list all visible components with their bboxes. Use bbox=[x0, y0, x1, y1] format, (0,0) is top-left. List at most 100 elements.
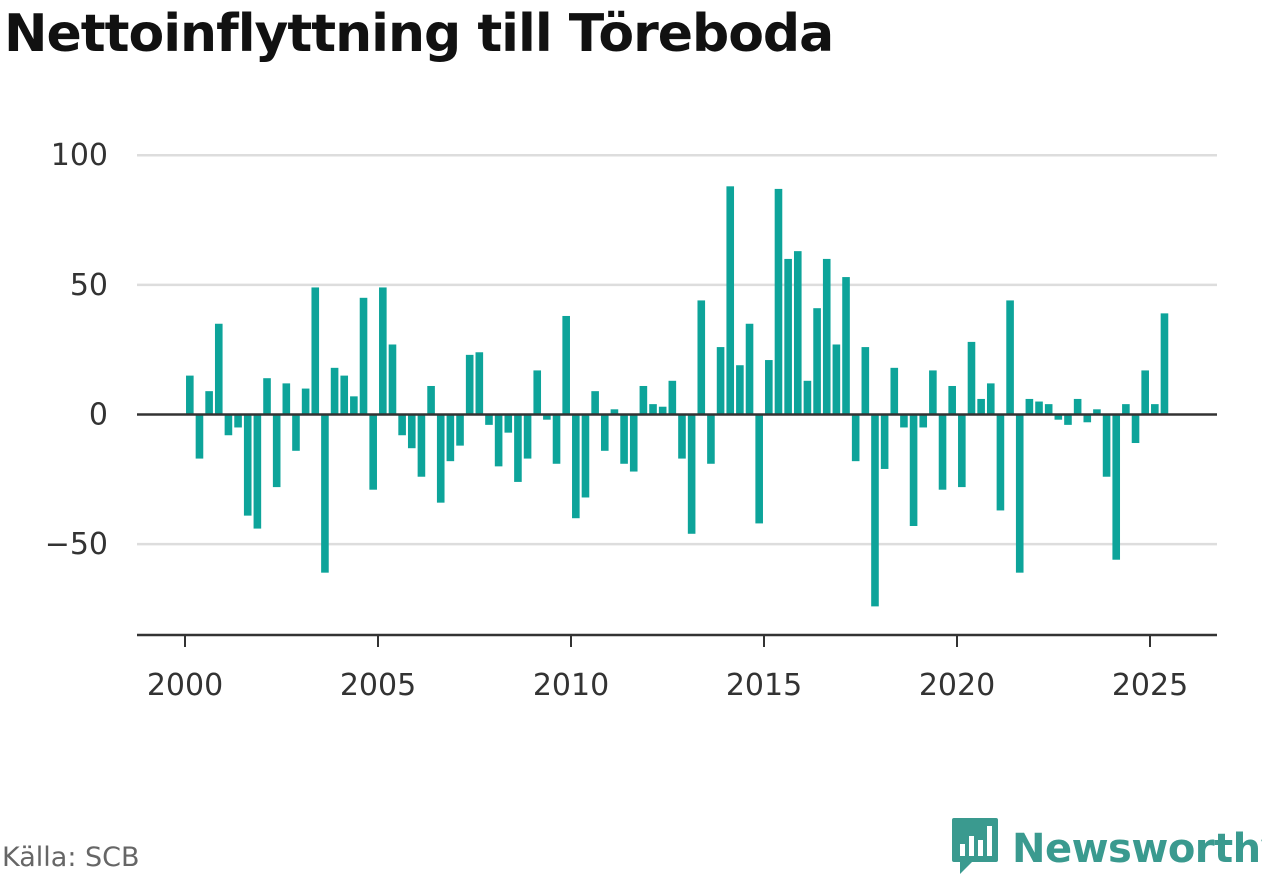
bar bbox=[1160, 313, 1169, 415]
bar bbox=[234, 414, 242, 428]
x-tick-labels: 2000 2005 2010 2015 2020 2025 bbox=[147, 668, 1188, 703]
bar bbox=[890, 367, 899, 415]
bar bbox=[774, 188, 783, 415]
bar bbox=[938, 414, 947, 490]
bar bbox=[523, 414, 532, 459]
bar bbox=[639, 385, 648, 415]
bar bbox=[1151, 404, 1159, 415]
bar bbox=[948, 385, 956, 415]
bar bbox=[929, 370, 937, 415]
bar bbox=[417, 414, 426, 477]
bar bbox=[803, 380, 812, 415]
brand-name: Newsworthy bbox=[1012, 826, 1262, 872]
bar bbox=[649, 404, 657, 415]
bar bbox=[986, 383, 995, 415]
bar bbox=[446, 414, 455, 462]
brand-logo: Newsworthy bbox=[950, 818, 1262, 880]
bar bbox=[243, 414, 252, 516]
bar bbox=[1112, 414, 1121, 560]
bar bbox=[736, 365, 744, 415]
grid-lines bbox=[137, 153, 1217, 546]
bar bbox=[562, 315, 570, 415]
bars bbox=[186, 186, 1169, 607]
bar bbox=[263, 378, 271, 415]
bar bbox=[407, 414, 416, 449]
x-tick-label: 2020 bbox=[919, 668, 995, 703]
bar bbox=[282, 383, 291, 415]
bar bbox=[552, 414, 561, 464]
bar bbox=[813, 308, 821, 415]
bar bbox=[504, 414, 513, 433]
bar bbox=[427, 385, 435, 415]
bar bbox=[678, 414, 686, 459]
bar bbox=[1006, 300, 1014, 415]
page-title: Nettoinflyttning till Töreboda bbox=[4, 4, 834, 64]
bar bbox=[572, 414, 580, 519]
bar bbox=[861, 347, 870, 415]
bar bbox=[224, 414, 233, 436]
bar bbox=[1131, 414, 1140, 444]
bar bbox=[900, 414, 908, 428]
bar bbox=[292, 414, 300, 451]
bar bbox=[581, 414, 590, 498]
bar bbox=[745, 323, 754, 415]
y-tick-labels: 100 50 0 −50 bbox=[45, 138, 108, 562]
bar bbox=[610, 409, 619, 415]
bar bbox=[668, 380, 677, 415]
bar bbox=[1083, 414, 1092, 423]
bar bbox=[755, 414, 763, 524]
bar bbox=[996, 414, 1005, 511]
bar bbox=[436, 414, 445, 503]
x-tick-label: 2005 bbox=[340, 668, 416, 703]
bar bbox=[977, 398, 985, 415]
bar bbox=[272, 414, 281, 488]
bar bbox=[851, 414, 860, 462]
bar bbox=[958, 414, 966, 488]
bar bbox=[687, 414, 696, 534]
bar bbox=[784, 258, 792, 415]
bar bbox=[465, 354, 474, 415]
axes bbox=[137, 413, 1217, 647]
bar bbox=[514, 414, 522, 482]
bar bbox=[379, 287, 387, 415]
bar bbox=[330, 367, 339, 415]
bar bbox=[919, 414, 928, 428]
x-tick-label: 2000 bbox=[147, 668, 223, 703]
bar bbox=[359, 297, 368, 415]
bar bbox=[350, 396, 358, 415]
bar bbox=[533, 370, 542, 415]
bar bbox=[726, 186, 735, 415]
bar bbox=[301, 388, 310, 415]
bar bbox=[822, 258, 831, 415]
bar bbox=[253, 414, 262, 529]
y-tick-label: 50 bbox=[70, 268, 108, 303]
y-tick-label: −50 bbox=[45, 527, 108, 562]
bar bbox=[543, 414, 551, 420]
bar bbox=[600, 414, 609, 451]
bar bbox=[369, 414, 377, 490]
bar bbox=[1141, 370, 1149, 415]
bar bbox=[707, 414, 715, 464]
bar bbox=[909, 414, 918, 526]
bar bbox=[186, 375, 194, 415]
bar bbox=[716, 347, 725, 415]
bar bbox=[871, 414, 879, 607]
bar bbox=[842, 277, 850, 415]
bar bbox=[658, 406, 667, 415]
bar bbox=[388, 344, 397, 415]
bar bbox=[793, 251, 802, 415]
bar bbox=[697, 300, 706, 415]
bar bbox=[1035, 401, 1043, 415]
bar bbox=[1122, 404, 1130, 415]
newsworthy-logo-icon bbox=[950, 816, 1000, 882]
bar bbox=[591, 391, 599, 415]
bar bbox=[967, 341, 976, 415]
bar bbox=[321, 414, 329, 573]
bar bbox=[195, 414, 204, 459]
bar bbox=[765, 360, 773, 415]
bar bbox=[832, 344, 841, 415]
bar bbox=[1015, 414, 1024, 573]
bar bbox=[880, 414, 889, 469]
bar bbox=[456, 414, 464, 446]
